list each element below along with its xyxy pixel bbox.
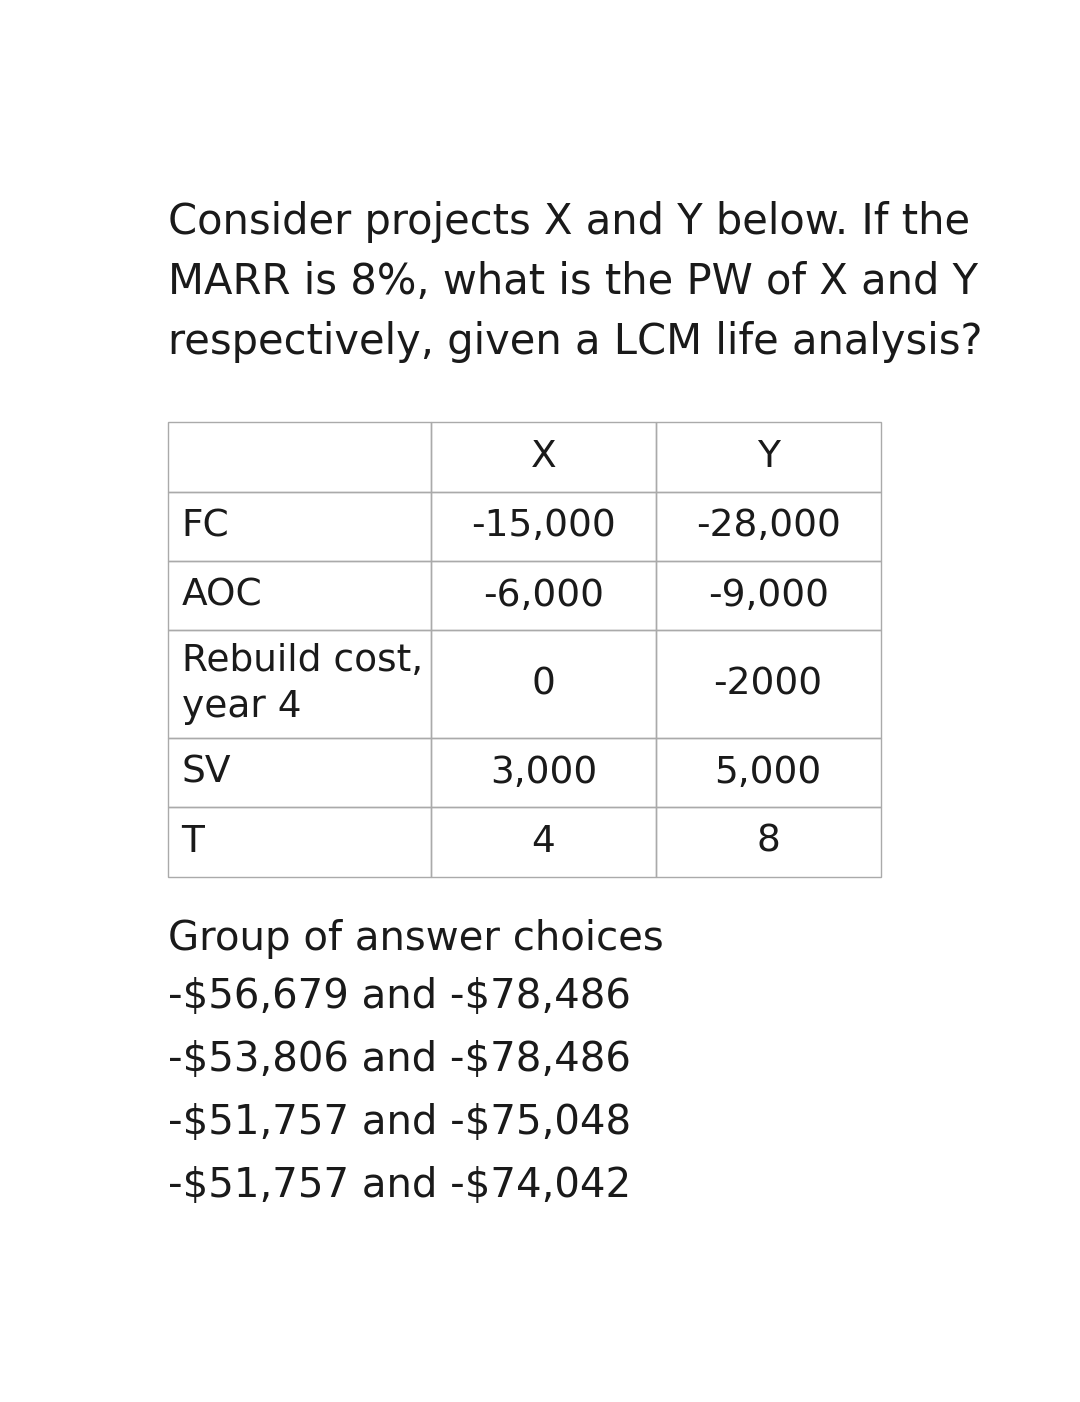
Bar — [431, 422, 656, 492]
Text: -$51,757 and -$74,042: -$51,757 and -$74,042 — [167, 1166, 631, 1206]
Text: 8: 8 — [756, 824, 780, 859]
Bar — [167, 631, 431, 737]
Text: -$56,679 and -$78,486: -$56,679 and -$78,486 — [167, 977, 631, 1016]
Bar — [431, 561, 656, 631]
Text: -2000: -2000 — [714, 666, 823, 702]
Bar — [167, 492, 431, 561]
Text: -9,000: -9,000 — [707, 578, 828, 614]
Bar — [656, 492, 880, 561]
Bar — [431, 631, 656, 737]
Bar — [656, 808, 880, 876]
Text: -15,000: -15,000 — [471, 509, 616, 544]
Text: 5,000: 5,000 — [715, 754, 822, 791]
Bar — [167, 808, 431, 876]
Text: -28,000: -28,000 — [696, 509, 840, 544]
Text: T: T — [181, 824, 204, 859]
Text: Group of answer choices: Group of answer choices — [167, 918, 663, 959]
Bar — [431, 808, 656, 876]
Text: X: X — [530, 439, 556, 475]
Text: -$53,806 and -$78,486: -$53,806 and -$78,486 — [167, 1040, 631, 1080]
Bar — [167, 737, 431, 808]
Text: Consider projects X and Y below. If the
MARR is 8%, what is the PW of X and Y
re: Consider projects X and Y below. If the … — [167, 200, 982, 363]
Bar — [656, 737, 880, 808]
Bar — [656, 422, 880, 492]
Text: 0: 0 — [531, 666, 555, 702]
Bar — [431, 737, 656, 808]
Text: 4: 4 — [531, 824, 555, 859]
Bar — [167, 422, 431, 492]
Bar — [656, 631, 880, 737]
Text: Rebuild cost,
year 4: Rebuild cost, year 4 — [181, 644, 422, 725]
Text: Y: Y — [757, 439, 780, 475]
Bar — [167, 561, 431, 631]
Text: -6,000: -6,000 — [483, 578, 604, 614]
Text: AOC: AOC — [181, 578, 262, 614]
Bar — [656, 561, 880, 631]
Text: SV: SV — [181, 754, 231, 791]
Text: FC: FC — [181, 509, 229, 544]
Bar — [431, 492, 656, 561]
Text: -$51,757 and -$75,048: -$51,757 and -$75,048 — [167, 1103, 631, 1143]
Text: 3,000: 3,000 — [490, 754, 597, 791]
